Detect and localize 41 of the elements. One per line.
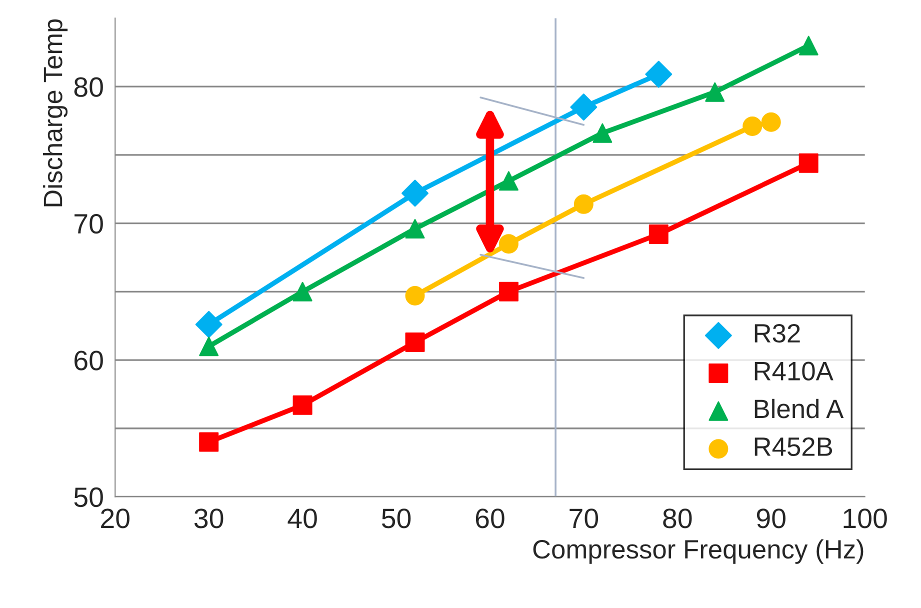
point xyxy=(292,282,312,302)
y-tick-label: 60 xyxy=(74,350,103,370)
point xyxy=(742,116,762,136)
x-tick-label: 80 xyxy=(663,508,692,528)
point xyxy=(199,336,219,356)
point xyxy=(195,310,222,338)
point xyxy=(405,286,425,306)
point xyxy=(402,180,429,207)
x-tick-label: 90 xyxy=(756,508,786,528)
y-tick-label: 50 xyxy=(74,487,103,508)
point xyxy=(798,153,818,173)
point xyxy=(498,282,518,302)
x-axis-title: Compressor Frequency (Hz) xyxy=(533,539,864,564)
point xyxy=(761,112,781,132)
x-tick-label: 50 xyxy=(382,508,411,528)
x-tick-label: 40 xyxy=(288,508,317,528)
point xyxy=(199,432,219,452)
y-tick-label: 70 xyxy=(74,214,103,234)
y-axis-title: Discharge Temp xyxy=(42,19,68,206)
point xyxy=(292,395,312,415)
point xyxy=(405,219,425,239)
x-tick-label: 70 xyxy=(570,508,598,528)
legend-label: R410A xyxy=(754,362,834,380)
point xyxy=(705,82,725,102)
x-tick-label: 100 xyxy=(844,508,887,528)
x-tick-label: 30 xyxy=(194,508,224,528)
x-tick-label: 60 xyxy=(476,508,504,528)
point xyxy=(574,194,594,214)
x-tick-label: 20 xyxy=(101,508,130,528)
point xyxy=(498,171,518,191)
point xyxy=(592,123,612,143)
point xyxy=(570,94,598,121)
point xyxy=(798,36,818,56)
point xyxy=(648,224,668,244)
y-tick-label: 80 xyxy=(74,77,103,97)
point xyxy=(405,332,425,352)
legend-label: R32 xyxy=(754,324,800,343)
legend-label: R452B xyxy=(754,437,832,456)
point xyxy=(645,60,672,88)
point xyxy=(498,234,518,254)
legend-label: Blend A xyxy=(754,398,844,418)
